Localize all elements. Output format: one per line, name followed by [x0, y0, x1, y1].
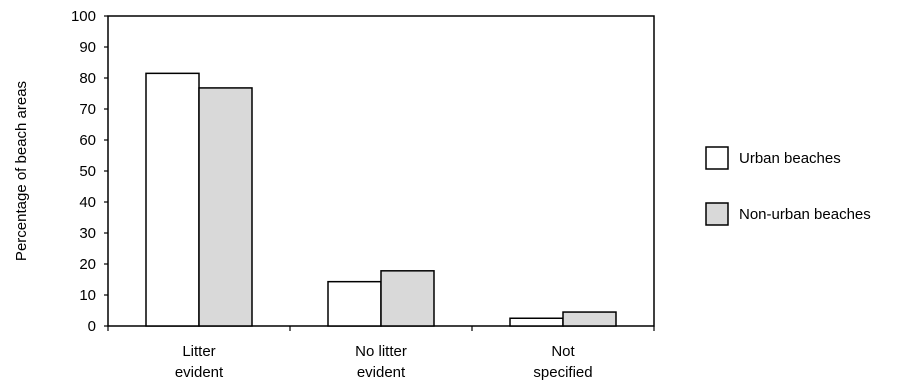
y-tick-label: 60 — [79, 132, 96, 149]
bar-urban-2 — [509, 317, 564, 327]
y-tick-label: 10 — [79, 287, 96, 304]
bar-urban-0 — [145, 72, 200, 327]
y-tick-label: 90 — [79, 39, 96, 56]
y-tick-label: 80 — [79, 70, 96, 87]
y-tick-label: 70 — [79, 101, 96, 118]
x-category-label: No litter — [355, 343, 407, 360]
bars — [145, 72, 617, 327]
y-tick-label: 30 — [79, 225, 96, 242]
x-category-label: Not — [551, 343, 575, 360]
bar-urban-1 — [327, 280, 382, 327]
legend: Urban beaches Non-urban beaches — [705, 146, 871, 226]
y-tick-label: 40 — [79, 194, 96, 211]
y-tick-label: 50 — [79, 163, 96, 180]
x-category-label: evident — [175, 364, 224, 381]
legend-label: Urban beaches — [739, 150, 841, 167]
y-tick-label: 100 — [71, 8, 96, 25]
legend-swatch — [705, 146, 729, 170]
legend-label: Non-urban beaches — [739, 206, 871, 223]
y-axis: 0 10 20 30 40 50 60 70 80 90 100 — [71, 8, 108, 335]
bar-non-urban-1 — [380, 270, 435, 327]
x-axis: Litter evident No litter evident Not specifie… — [107, 326, 655, 381]
x-category-label: evident — [357, 364, 406, 381]
y-tick-label: 20 — [79, 256, 96, 273]
y-axis-label: Percentage of beach areas — [13, 81, 30, 261]
bar-non-urban-0 — [198, 87, 253, 327]
y-tick-label: 0 — [88, 318, 96, 335]
x-category-label: specified — [533, 364, 592, 381]
x-category-label: Litter — [182, 343, 215, 360]
legend-swatch — [705, 202, 729, 226]
bar-non-urban-2 — [562, 311, 617, 327]
